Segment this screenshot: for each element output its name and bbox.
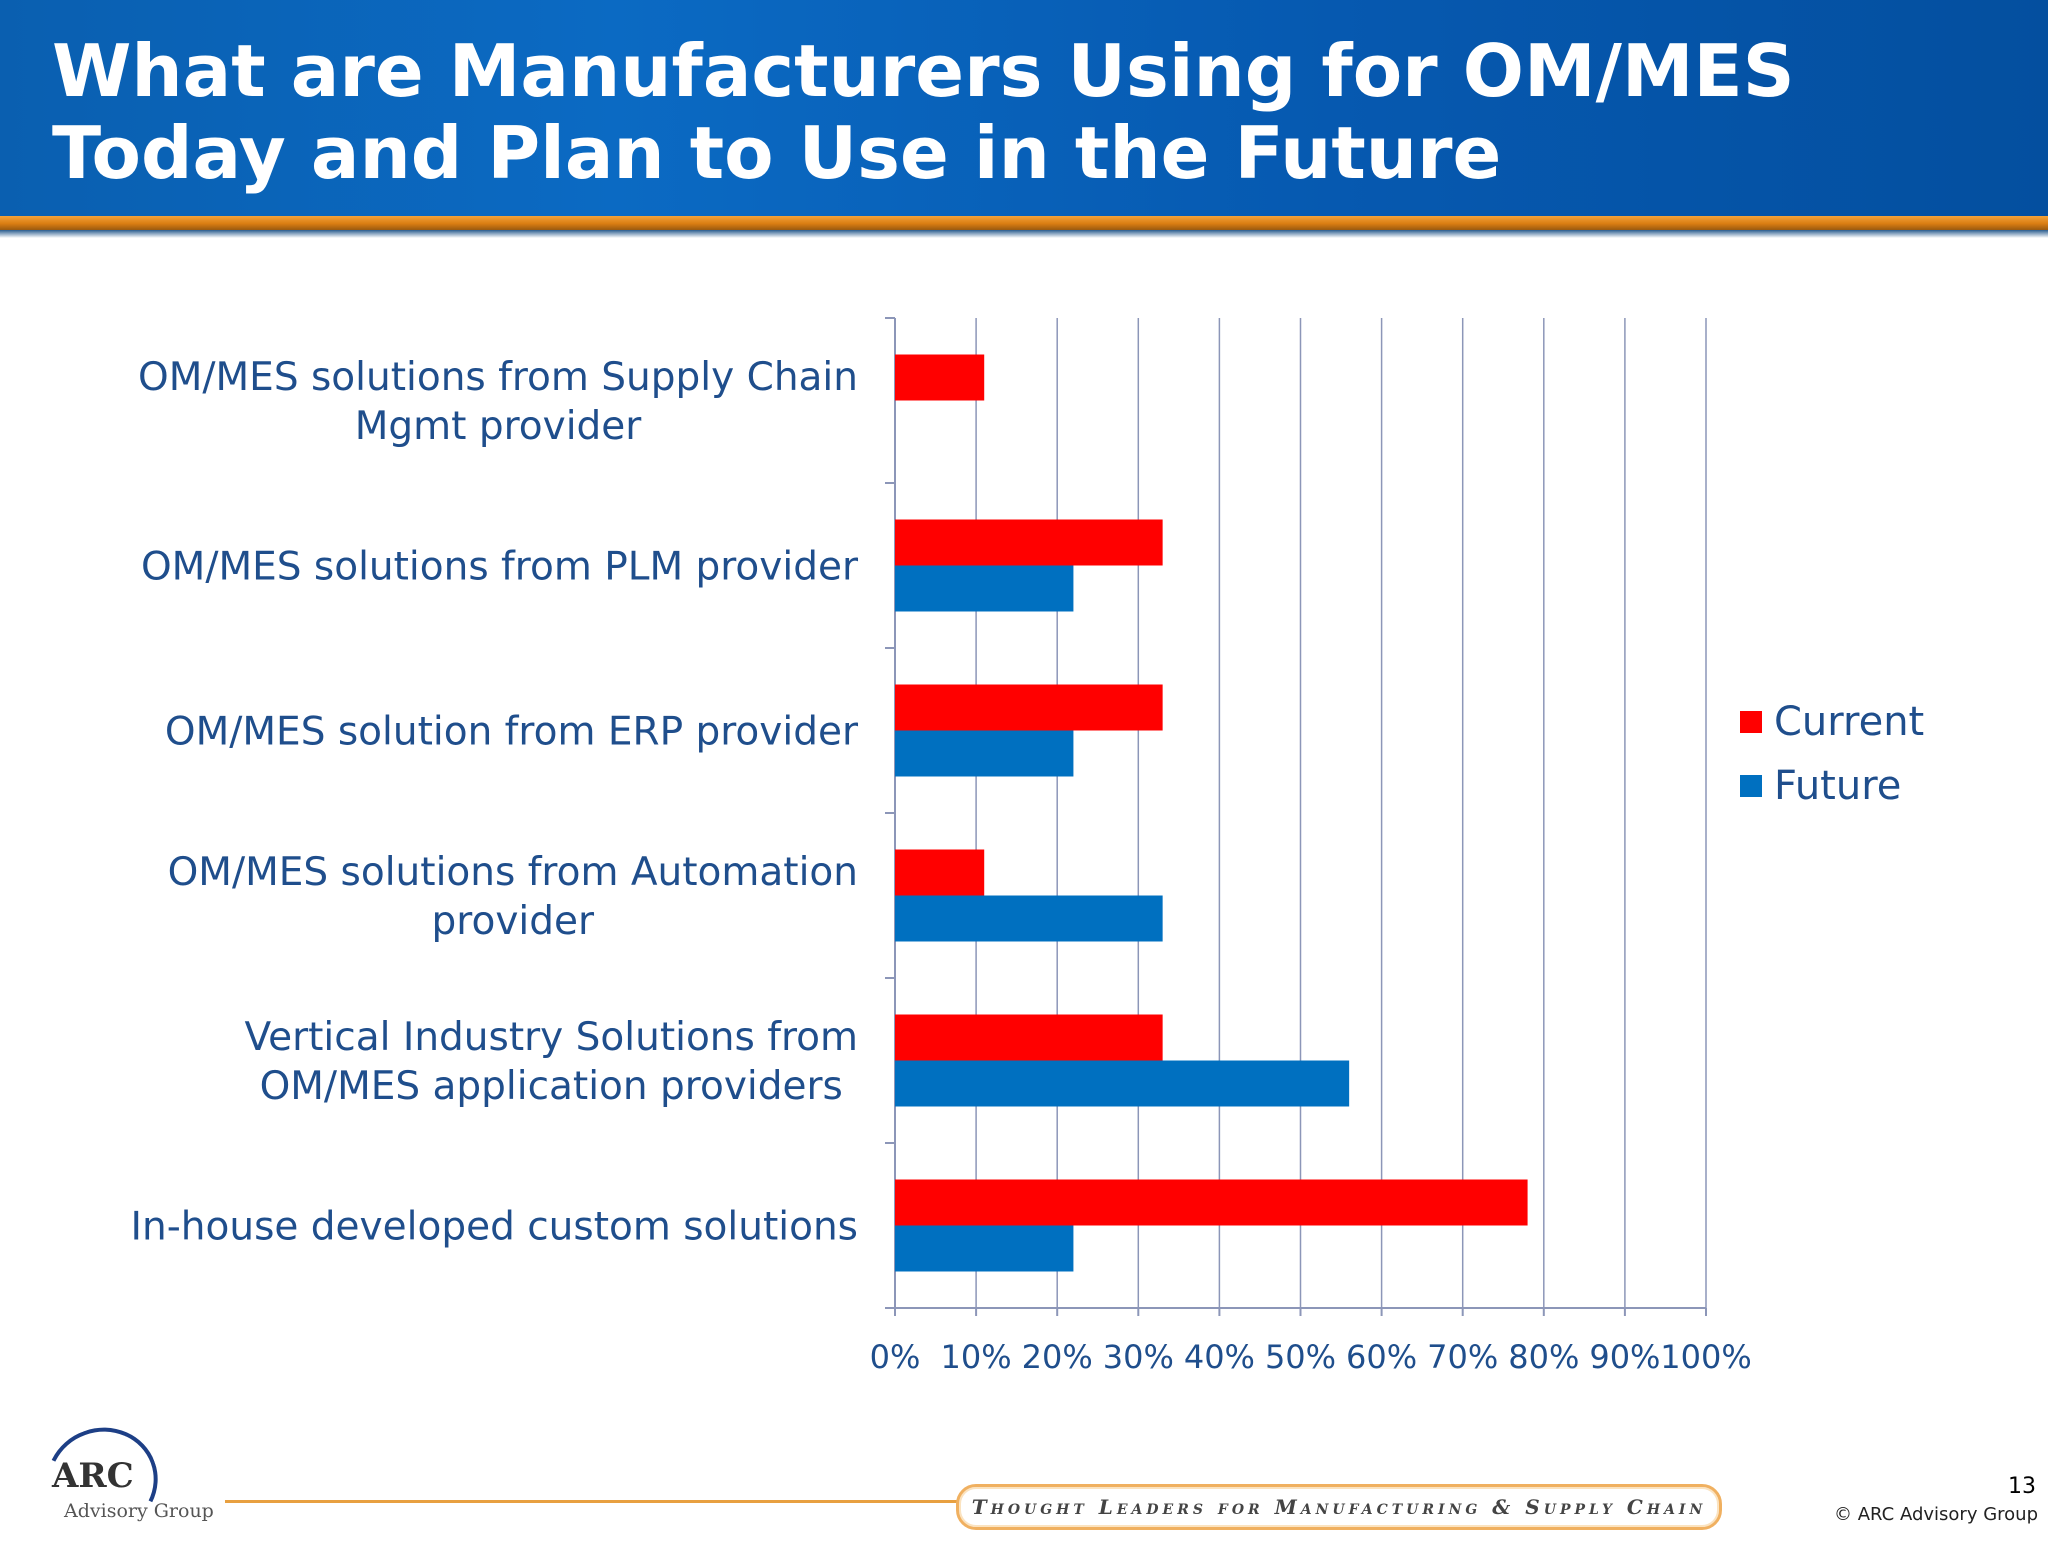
footer-tagline: Thought Leaders for Manufacturing & Supp… xyxy=(956,1484,1722,1530)
bar-future xyxy=(895,895,1163,942)
category-label-line: OM/MES solutions from PLM provider xyxy=(141,545,859,590)
title-banner: What are Manufacturers Using for OM/MES … xyxy=(0,0,2048,216)
title-shadow xyxy=(0,230,2048,238)
bar-future xyxy=(895,1225,1074,1272)
category-label-line: OM/MES application providers xyxy=(260,1064,843,1109)
legend-item-current: Current xyxy=(1740,690,1924,754)
bar-future xyxy=(895,730,1074,777)
category-label-line: Vertical Industry Solutions from xyxy=(244,1015,858,1060)
x-tick-label: 90% xyxy=(1589,1338,1660,1376)
bar-current xyxy=(895,519,1163,566)
logo-wordmark: ARC xyxy=(52,1456,134,1496)
x-tick-label: 80% xyxy=(1508,1338,1579,1376)
x-tick-label: 40% xyxy=(1184,1338,1255,1376)
bar-current xyxy=(895,849,985,896)
category-label-line: Mgmt provider xyxy=(355,404,643,449)
footer-rule xyxy=(225,1500,960,1503)
category-label-line: OM/MES solutions from Supply Chain xyxy=(138,355,858,400)
bar-future xyxy=(895,565,1074,612)
slide-title: What are Manufacturers Using for OM/MES … xyxy=(52,30,1952,194)
x-tick-label: 100% xyxy=(1660,1338,1751,1376)
page-number: 13 xyxy=(2008,1474,2036,1499)
logo-subtitle: Advisory Group xyxy=(64,1500,214,1522)
category-label-line: OM/MES solutions from Automation xyxy=(168,850,858,895)
category-label-line: provider xyxy=(432,899,595,944)
category-label: OM/MES solutions from PLM provider xyxy=(141,545,859,590)
bar-current xyxy=(895,1014,1163,1061)
category-label: OM/MES solution from ERP provider xyxy=(165,710,859,755)
bar-current xyxy=(895,1179,1528,1226)
legend-swatch-future xyxy=(1740,775,1762,797)
x-tick-label: 10% xyxy=(941,1338,1012,1376)
bar-future xyxy=(895,1060,1350,1107)
legend-item-future: Future xyxy=(1740,754,1924,818)
x-tick-label: 60% xyxy=(1346,1338,1417,1376)
bar-current xyxy=(895,354,985,401)
slide-title-line-2: Today and Plan to Use in the Future xyxy=(52,111,1502,195)
legend-label-future: Future xyxy=(1774,763,1902,809)
category-label-line: OM/MES solution from ERP provider xyxy=(165,710,859,755)
category-label: In-house developed custom solutions xyxy=(131,1205,859,1250)
legend-label-current: Current xyxy=(1774,699,1925,745)
title-accent-stripe xyxy=(0,216,2048,230)
legend-swatch-current xyxy=(1740,711,1762,733)
arc-logo: ARC Advisory Group xyxy=(31,1412,226,1550)
category-label-line: In-house developed custom solutions xyxy=(131,1205,859,1250)
x-tick-label: 20% xyxy=(1022,1338,1093,1376)
copyright-notice: © ARC Advisory Group xyxy=(1834,1504,2038,1525)
slide-title-line-1: What are Manufacturers Using for OM/MES xyxy=(52,29,1795,113)
x-tick-label: 0% xyxy=(870,1338,921,1376)
x-tick-label: 50% xyxy=(1265,1338,1336,1376)
x-tick-label: 70% xyxy=(1427,1338,1498,1376)
chart-legend: Current Future xyxy=(1740,690,1924,818)
x-tick-label: 30% xyxy=(1103,1338,1174,1376)
bar-current xyxy=(895,684,1163,731)
